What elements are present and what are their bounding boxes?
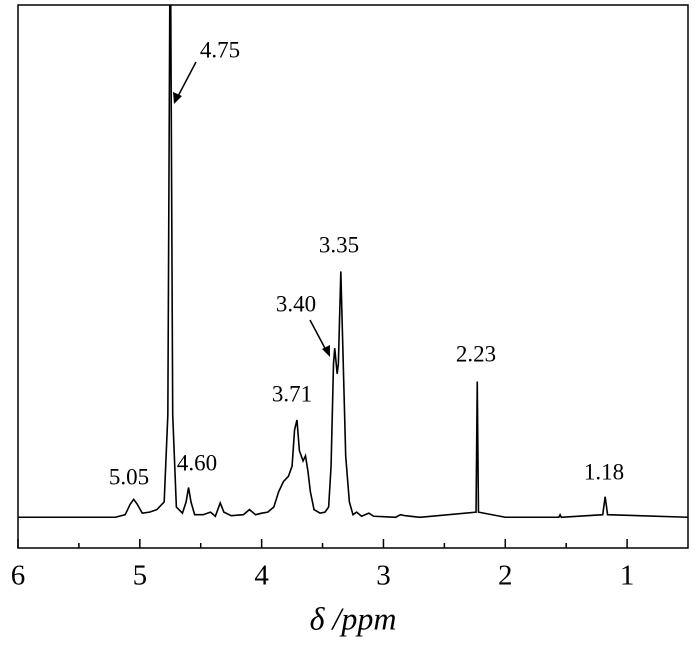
x-tick-label: 1 xyxy=(620,560,635,592)
arrow xyxy=(309,319,328,353)
x-tick-label: 5 xyxy=(133,560,148,592)
peak-label: 5.05 xyxy=(109,464,149,489)
x-axis-label: δ /ppm xyxy=(310,600,397,636)
peak-label: 4.60 xyxy=(177,450,217,475)
peak-label: 1.18 xyxy=(584,459,624,484)
arrow xyxy=(175,61,197,101)
peak-label: 2.23 xyxy=(456,341,496,366)
x-tick-label: 4 xyxy=(254,560,269,592)
spectrum-line xyxy=(18,5,688,519)
peak-label: 3.71 xyxy=(272,381,312,406)
x-tick-label: 6 xyxy=(11,560,26,592)
x-tick-label: 3 xyxy=(376,560,391,592)
peak-label: 4.75 xyxy=(200,37,240,62)
arrow-head xyxy=(322,345,330,357)
plot-area xyxy=(18,5,688,519)
plot-frame xyxy=(17,4,689,549)
peak-label: 3.35 xyxy=(319,232,359,257)
peak-label: 3.40 xyxy=(276,291,316,316)
arrow-head xyxy=(173,92,182,104)
x-tick-label: 2 xyxy=(498,560,513,592)
